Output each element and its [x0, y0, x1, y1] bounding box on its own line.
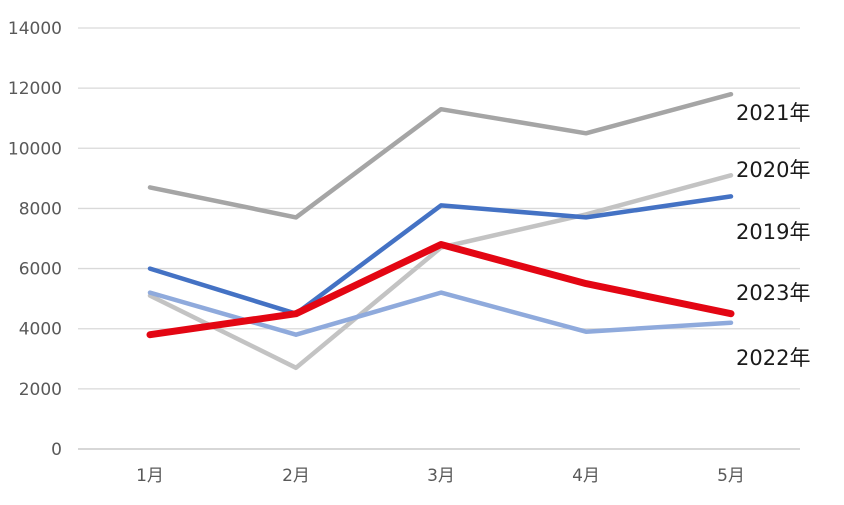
series-lines — [146, 91, 735, 371]
data-point-2022年-4月 — [586, 331, 587, 332]
data-point-2022年-3月 — [441, 292, 442, 293]
data-point-2023年-5月 — [731, 313, 732, 314]
x-tick-label: 2月 — [282, 466, 310, 486]
x-tick-label: 4月 — [572, 466, 600, 486]
data-point-2023年-3月 — [441, 244, 442, 245]
data-point-2019年-3月 — [441, 205, 442, 206]
x-tick-label: 5月 — [717, 466, 745, 486]
y-tick-label: 0 — [51, 440, 62, 460]
data-point-2019年-1月 — [150, 268, 151, 269]
data-point-2023年-2月 — [296, 313, 297, 314]
data-point-2021年-2月 — [296, 217, 297, 218]
data-point-2019年-5月 — [731, 196, 732, 197]
data-point-2022年-1月 — [150, 292, 151, 293]
series-line-2019年 — [147, 194, 734, 316]
x-axis-tick-labels: 1月 2月 3月 4月 5月 — [136, 466, 745, 486]
series-label-2023年: 2023年 — [736, 281, 810, 305]
series-label-2020年: 2020年 — [736, 158, 810, 182]
series-labels: 2021年 2020年 2019年 2022年 2023年 — [736, 101, 810, 370]
data-point-2021年-1月 — [150, 187, 151, 188]
series-line-2021年 — [147, 91, 734, 220]
series-line-2023年 — [146, 241, 735, 339]
data-point-2020年-1月 — [150, 295, 151, 296]
y-tick-label: 6000 — [19, 260, 62, 280]
data-point-2023年-4月 — [586, 283, 587, 284]
y-axis-tick-labels: 0 2000 4000 6000 8000 10000 12000 14000 — [8, 19, 62, 460]
data-point-2020年-5月 — [731, 175, 732, 176]
data-point-2023年-1月 — [150, 334, 151, 335]
y-tick-label: 10000 — [8, 139, 62, 159]
data-point-2021年-4月 — [586, 133, 587, 134]
data-point-2021年-5月 — [731, 94, 732, 95]
y-tick-label: 4000 — [19, 320, 62, 340]
gridlines — [78, 27, 800, 450]
data-point-2022年-5月 — [731, 322, 732, 323]
data-point-2019年-4月 — [586, 217, 587, 218]
y-tick-label: 14000 — [8, 19, 62, 39]
y-tick-label: 8000 — [19, 199, 62, 219]
data-point-2022年-2月 — [296, 334, 297, 335]
x-tick-label: 1月 — [136, 466, 164, 486]
y-tick-label: 2000 — [19, 380, 62, 400]
data-point-2021年-3月 — [441, 109, 442, 110]
data-point-2020年-4月 — [586, 214, 587, 215]
series-label-2019年: 2019年 — [736, 220, 810, 244]
data-point-2020年-2月 — [296, 367, 297, 368]
x-tick-label: 3月 — [427, 466, 455, 486]
y-tick-label: 12000 — [8, 79, 62, 99]
series-label-2022年: 2022年 — [736, 346, 810, 370]
series-label-2021年: 2021年 — [736, 101, 810, 125]
